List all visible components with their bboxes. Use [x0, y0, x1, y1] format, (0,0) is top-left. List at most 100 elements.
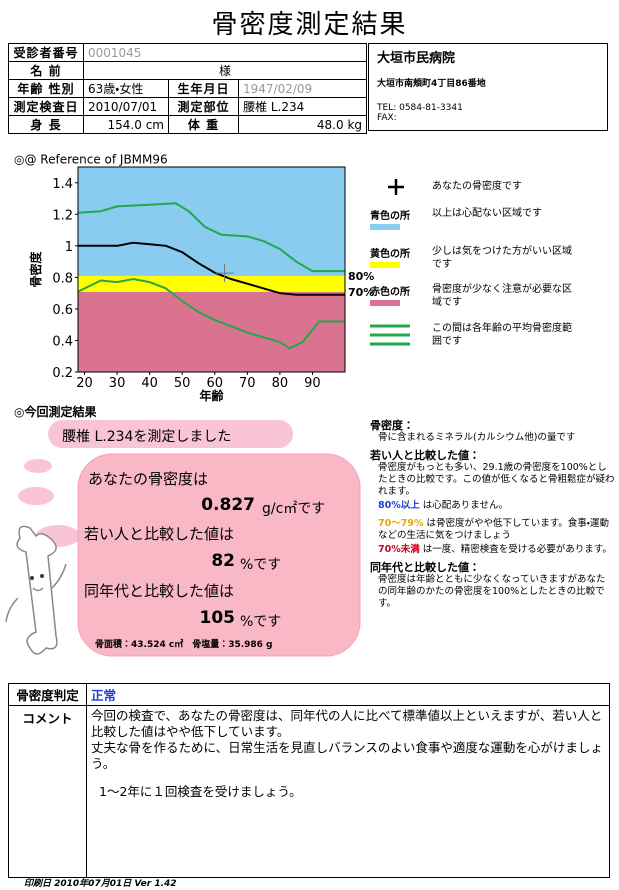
bmd-label: あなたの骨密度は — [88, 470, 209, 488]
threshold-label: 70% — [348, 286, 374, 299]
legend-text: 以上は心配ない区域です — [432, 208, 542, 219]
x-tick-label: 70 — [239, 376, 256, 391]
result-panel — [77, 453, 361, 657]
plot-frame — [77, 166, 346, 373]
y-tick-label: 0.6 — [52, 303, 73, 318]
y-tick-label: 1.2 — [52, 208, 73, 223]
cell-value: 様 — [82, 61, 368, 80]
cell-label: 身 長 — [8, 115, 84, 134]
cell-value: 63歳・女性 — [83, 79, 169, 98]
result-graphic — [5, 420, 361, 657]
legend-key: 赤色の所 — [370, 287, 410, 298]
cell-label: 生年月日 — [168, 79, 239, 98]
note-text: 骨に含まれるミネラル(カルシウム他)の量です — [378, 432, 576, 443]
note-text: は心配ありません。 — [422, 500, 508, 511]
warn-key: 70〜79% — [378, 518, 424, 529]
note-text: 骨密度は年齢とともに少なくなっていきますがあなたの同年齢のかたの骨密度を100%… — [378, 574, 606, 609]
cell-label: コメント — [8, 705, 87, 878]
legend-text: 少しは気をつけた方がいい区域です — [432, 246, 572, 270]
note-heading: 若い人と比較した値： — [370, 449, 480, 462]
bubble — [24, 459, 52, 473]
x-tick-label: 60 — [206, 376, 223, 391]
comment-line: 丈夫な骨を作るために、日常生活を見直しバランスのよい食事や適度な運動を心がけまし… — [91, 740, 603, 771]
same-value: 105 — [199, 608, 236, 628]
notes: 骨密度： 骨に含まれるミネラル(カルシウム他)の量です 若い人と比較した値： 骨… — [370, 420, 615, 616]
site-pill — [48, 420, 293, 448]
result-heading: ◎今回測定結果 — [14, 405, 97, 419]
hospital-box: 大垣市民病院 大垣市南頬町4丁目86番地 TEL: 0584-81-3341 F… — [368, 43, 608, 131]
legend-key: 青色の所 — [370, 211, 410, 222]
chart: ◎@ Reference of JBMM96 80% 70% 0.2 0.4 0.6 0.… — [14, 153, 410, 403]
comment-line: 1～2年に１回検査を受けましょう。 — [99, 784, 302, 799]
cell-value: 正常 — [86, 683, 610, 706]
legend-swatch — [370, 300, 400, 306]
hospital-address: 大垣市南頬町4丁目86番地 — [377, 79, 486, 89]
bad-key: 70%未満 — [378, 544, 420, 555]
hospital-tel: TEL: 0584-81-3341 — [377, 103, 463, 113]
report-title: 骨密度測定結果 — [211, 10, 408, 40]
cell-label: 骨密度判定 — [8, 683, 87, 706]
patient-table: 受診者番号 0001045 名 前様 年齢 性別 63歳・女性 生年月日 1947/02… — [8, 43, 368, 134]
x-tick-label: 80 — [272, 376, 289, 391]
y-axis-label: 骨密度 — [28, 251, 43, 287]
ok-key: 80%以上 — [378, 500, 420, 511]
note-text: 骨密度がもっとも多い、29.1歳の骨密度を100%としたときの比較です。この値が… — [378, 462, 615, 497]
cell-label: 名 前 — [8, 61, 84, 80]
x-tick-label: 50 — [174, 376, 191, 391]
cell-value: 腰椎 L.234 — [237, 97, 368, 116]
young-unit: %です — [240, 557, 282, 573]
note-heading: 骨密度： — [370, 419, 414, 432]
zone — [78, 275, 345, 292]
y-tick-label: 0.4 — [52, 334, 73, 349]
chart-title: ◎@ Reference of JBMM96 — [14, 153, 168, 167]
cell-label: 測定部位 — [168, 97, 239, 116]
x-tick-label: 90 — [304, 376, 321, 391]
note-text: は一度、精密検査を受ける必要があります。 — [422, 544, 612, 555]
note-heading: 同年代と比較した値： — [370, 561, 480, 574]
cell-label: 年齢 性別 — [8, 79, 84, 98]
cell-value: 0001045 — [82, 43, 368, 62]
young-label: 若い人と比較した値は — [84, 525, 235, 543]
comment-cell: 今回の検査で、あなたの骨密度は、同年代の人に比べて標準値以上といえますが、若い人… — [86, 705, 610, 878]
hospital-name: 大垣市民病院 — [377, 51, 456, 66]
x-tick-label: 20 — [76, 376, 93, 391]
same-unit: %です — [240, 614, 282, 630]
zone — [78, 167, 345, 276]
x-tick-label: 40 — [141, 376, 158, 391]
patient-point — [215, 264, 234, 283]
cell-label: 受診者番号 — [8, 43, 84, 62]
bubble — [18, 487, 54, 505]
x-axis-label: 年齢 — [199, 388, 224, 403]
legend-text: この間は各年齢の平均骨密度範囲です — [432, 323, 572, 347]
judgement-table: 骨密度判定 正常 コメント 今回の検査で、あなたの骨密度は、同年代の人に比べて標準… — [8, 683, 610, 878]
note-text: は骨密度がやや低下しています。食事・運動などの生活に気をつけましょう — [378, 518, 609, 541]
x-tick-label: 30 — [109, 376, 126, 391]
bone-character — [5, 525, 67, 655]
comment-line: 今回の検査で、あなたの骨密度は、同年代の人に比べて標準値以上といえますが、若い人… — [91, 708, 603, 739]
series-line — [77, 202, 345, 273]
cell-value: 48.0 kg — [237, 115, 368, 134]
cell-label: 測定検査日 — [8, 97, 84, 116]
cell-value: 1947/02/09 — [237, 79, 368, 98]
y-tick-label: 1 — [65, 240, 73, 255]
threshold-label: 80% — [348, 270, 374, 283]
cell-value: 2010/07/01 — [83, 97, 169, 116]
legend-text: 骨密度が少なく注意が必要な区域です — [432, 284, 572, 308]
footer: 印刷日 2010年07月01日 Ver 1.42 — [24, 879, 177, 889]
zone — [78, 291, 345, 372]
y-tick-label: 1.4 — [52, 177, 73, 192]
bmd-value: 0.827 — [201, 495, 255, 515]
legend-swatch — [370, 262, 400, 268]
y-tick-label: 0.8 — [52, 271, 73, 286]
legend-key: 黄色の所 — [370, 249, 410, 260]
legend-text: あなたの骨密度です — [432, 181, 522, 192]
legend: あなたの骨密度です青色の所 以上は心配ない区域です黄色の所 少しは気をつけた方がいい… — [0, 150, 619, 405]
hospital-fax: FAX: — [377, 113, 397, 123]
series-line — [78, 241, 345, 296]
series-line — [77, 277, 345, 350]
legend-swatch — [370, 224, 400, 230]
site-text: 腰椎 L.234を測定しました — [62, 429, 232, 445]
detail: 骨面積：43.524 c㎡ 骨塩量：35.986 g — [95, 640, 273, 650]
